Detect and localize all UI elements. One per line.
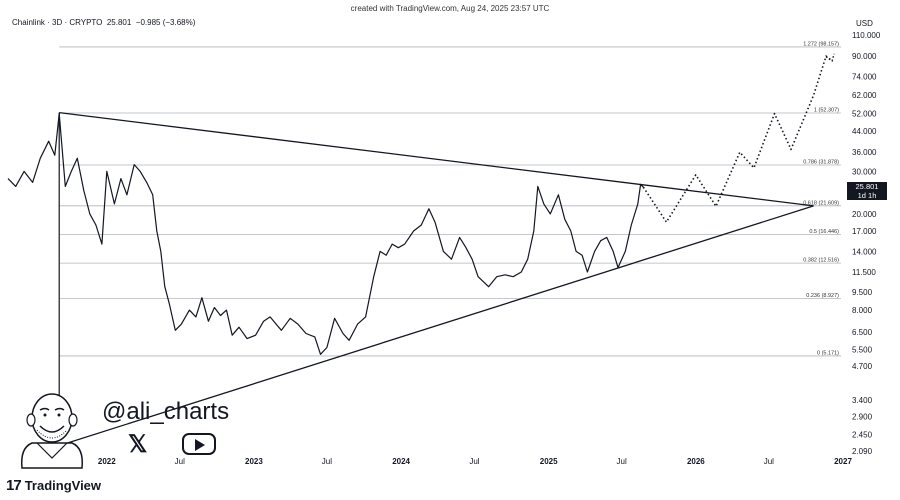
y-tick-label: 11.500 [852,268,876,277]
fib-level-label: 0.382 (12.516) [803,258,839,264]
y-tick-label: 4.700 [852,362,873,371]
x-logo-icon: 𝕏 [128,431,148,458]
cartoon-avatar-icon [20,393,84,469]
y-tick-label: 20.000 [852,210,877,219]
x-tick-label: 2027 [834,457,852,466]
fib-level-label: 1 (52.307) [814,108,839,114]
symbol-header: Chainlink · 3D · CRYPTO 25.801 −0.985 (−… [12,18,195,27]
trendline [59,205,814,447]
x-tick-label: 2023 [245,457,263,466]
axes: USD 110.000 90.000 74.000 62.000 52.000 44.000… [58,19,881,466]
y-tick-label: 44.000 [852,127,877,136]
symbol-name: Chainlink · 3D · CRYPTO [12,18,103,27]
y-tick-label: 52.000 [852,110,877,119]
fib-level-label: 0 (5.171) [817,350,839,356]
y-tick-label: 3.400 [852,396,873,405]
y-tick-label: 90.000 [852,52,877,61]
y-tick-label: 74.000 [852,73,877,82]
x-tick-label: 2024 [392,457,410,466]
x-tick-label: Jul [617,457,627,466]
y-tick-label: 2.900 [852,413,873,422]
fib-level-label: 0.236 (8.927) [806,293,839,299]
fib-level-label: 0.5 (16.446) [809,229,839,235]
price-series [7,53,835,355]
x-tick-label: 2026 [687,457,705,466]
y-tick-label: 36.000 [852,148,877,157]
y-tick-label: 14.000 [852,247,877,256]
tradingview-wordmark: TradingView [24,478,102,493]
y-tick-label: 2.090 [852,447,873,456]
y-tick-label: 17.000 [852,227,877,236]
last-price-badge: 25.801 1d 1h [847,182,887,200]
last-price: 25.801 [106,18,132,27]
badge-interval: 1d 1h [857,190,877,200]
y-tick-label: 6.500 [852,328,873,337]
price-line [7,113,644,355]
badge-price: 25.801 [855,182,879,191]
fib-level-label: 0.618 (21.609) [803,200,839,206]
y-tick-label: 62.000 [852,91,877,100]
y-tick-label: 8.000 [852,306,873,315]
tradingview-logo-icon: 17 [6,477,22,494]
fib-level-label: 1.272 (98.157) [803,41,839,47]
projection-arrowhead [825,53,835,62]
x-tick-label: Jul [469,457,479,466]
y-tick-label: 30.000 [852,167,877,176]
x-tick-label: 2022 [98,457,116,466]
fibonacci-levels: 1.272 (98.157) 1 (52.307) 0.786 (31.878) 0.… [59,41,841,356]
tradingview-watermark: 17 TradingView [6,477,101,494]
projection-line [642,55,833,223]
author-handle: @ali_charts [102,398,230,425]
x-tick-label: Jul [175,457,185,466]
y-tick-label: 110.000 [852,31,881,40]
fib-level-label: 0.786 (31.878) [803,160,839,166]
trendline [59,111,814,207]
y-tick-label: 9.500 [852,288,873,297]
youtube-play-icon [182,433,216,455]
x-tick-label: Jul [764,457,774,466]
y-tick-label: 5.500 [852,345,873,354]
y-tick-label: 2.450 [852,430,873,439]
x-tick-label: Jul [322,457,332,466]
chart-credit: created with TradingView.com, Aug 24, 20… [350,4,550,13]
price-change: −0.985 (−3.68%) [135,18,196,27]
triangle-trendlines [59,111,814,447]
y-axis-currency: USD [856,19,873,28]
x-tick-label: 2025 [540,457,558,466]
